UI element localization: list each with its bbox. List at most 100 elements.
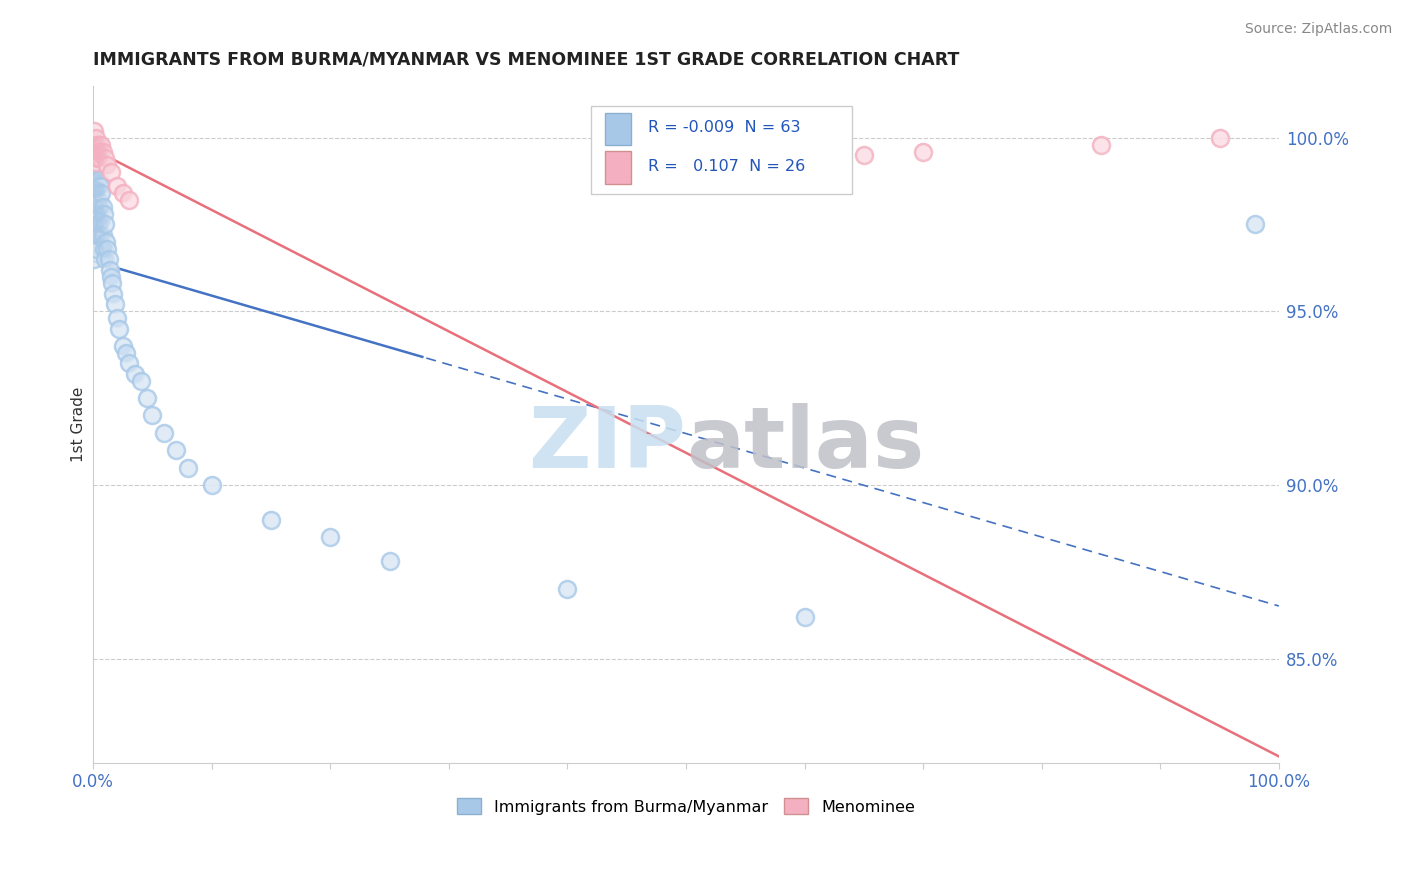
Point — [86, 152, 108, 166]
Point — [90, 137, 112, 152]
Point — [319, 530, 342, 544]
Text: R =   0.107  N = 26: R = 0.107 N = 26 — [648, 160, 806, 174]
Point — [93, 207, 115, 221]
Point — [86, 227, 108, 242]
Point — [84, 145, 107, 159]
Point — [378, 554, 401, 568]
Point — [86, 152, 108, 166]
Point — [1244, 218, 1267, 232]
Point — [87, 218, 110, 232]
Point — [103, 297, 125, 311]
Point — [153, 425, 176, 440]
Point — [108, 321, 131, 335]
Text: Source: ZipAtlas.com: Source: ZipAtlas.com — [1244, 22, 1392, 37]
Text: atlas: atlas — [686, 403, 924, 486]
Point — [93, 207, 115, 221]
Point — [90, 186, 112, 201]
Point — [165, 443, 187, 458]
Point — [83, 252, 105, 267]
Point — [90, 137, 112, 152]
Point — [94, 218, 117, 232]
Point — [111, 339, 134, 353]
Point — [1090, 137, 1112, 152]
Point — [87, 183, 110, 197]
Point — [118, 193, 141, 207]
Point — [1090, 137, 1112, 152]
Point — [94, 252, 117, 267]
Point — [84, 200, 107, 214]
Point — [84, 155, 107, 169]
Point — [118, 356, 141, 370]
Point — [84, 130, 107, 145]
Point — [83, 123, 105, 137]
Point — [260, 513, 283, 527]
Point — [94, 252, 117, 267]
Point — [89, 179, 111, 194]
Point — [83, 165, 105, 179]
Point — [100, 269, 122, 284]
Point — [86, 165, 108, 179]
Point — [89, 179, 111, 194]
Point — [100, 165, 122, 179]
Point — [89, 227, 111, 242]
Point — [87, 172, 110, 186]
Point — [89, 145, 111, 159]
Point — [135, 391, 157, 405]
Point — [84, 183, 107, 197]
Point — [108, 321, 131, 335]
Point — [84, 137, 107, 152]
Point — [87, 183, 110, 197]
Point — [84, 200, 107, 214]
Point — [100, 165, 122, 179]
Point — [103, 286, 125, 301]
Point — [91, 145, 114, 159]
Point — [103, 297, 125, 311]
Point — [87, 165, 110, 179]
Point — [96, 158, 118, 172]
FancyBboxPatch shape — [606, 152, 631, 184]
Point — [90, 214, 112, 228]
Point — [124, 367, 146, 381]
Point — [83, 183, 105, 197]
Point — [89, 200, 111, 214]
Point — [165, 443, 187, 458]
Point — [793, 137, 815, 152]
Legend: Immigrants from Burma/Myanmar, Menominee: Immigrants from Burma/Myanmar, Menominee — [450, 790, 922, 822]
Point — [83, 148, 105, 162]
Point — [84, 145, 107, 159]
Point — [118, 356, 141, 370]
Text: R = -0.009  N = 63: R = -0.009 N = 63 — [648, 120, 800, 135]
Point — [84, 155, 107, 169]
Point — [201, 478, 224, 492]
Point — [793, 137, 815, 152]
Point — [105, 179, 128, 194]
Point — [87, 137, 110, 152]
Point — [84, 242, 107, 256]
Point — [201, 478, 224, 492]
Point — [111, 186, 134, 201]
Point — [129, 374, 152, 388]
Point — [91, 200, 114, 214]
Point — [87, 193, 110, 207]
Point — [84, 148, 107, 162]
Point — [83, 235, 105, 249]
Point — [94, 152, 117, 166]
Point — [86, 152, 108, 166]
Point — [86, 137, 108, 152]
Point — [96, 235, 118, 249]
Point — [124, 367, 146, 381]
Point — [87, 207, 110, 221]
Point — [84, 148, 107, 162]
Point — [852, 148, 875, 162]
Point — [86, 207, 108, 221]
Point — [153, 425, 176, 440]
Point — [86, 165, 108, 179]
Point — [84, 165, 107, 179]
Point — [557, 582, 579, 596]
Point — [84, 183, 107, 197]
Point — [87, 152, 110, 166]
Point — [177, 460, 200, 475]
Point — [87, 207, 110, 221]
Point — [129, 374, 152, 388]
Point — [87, 145, 110, 159]
